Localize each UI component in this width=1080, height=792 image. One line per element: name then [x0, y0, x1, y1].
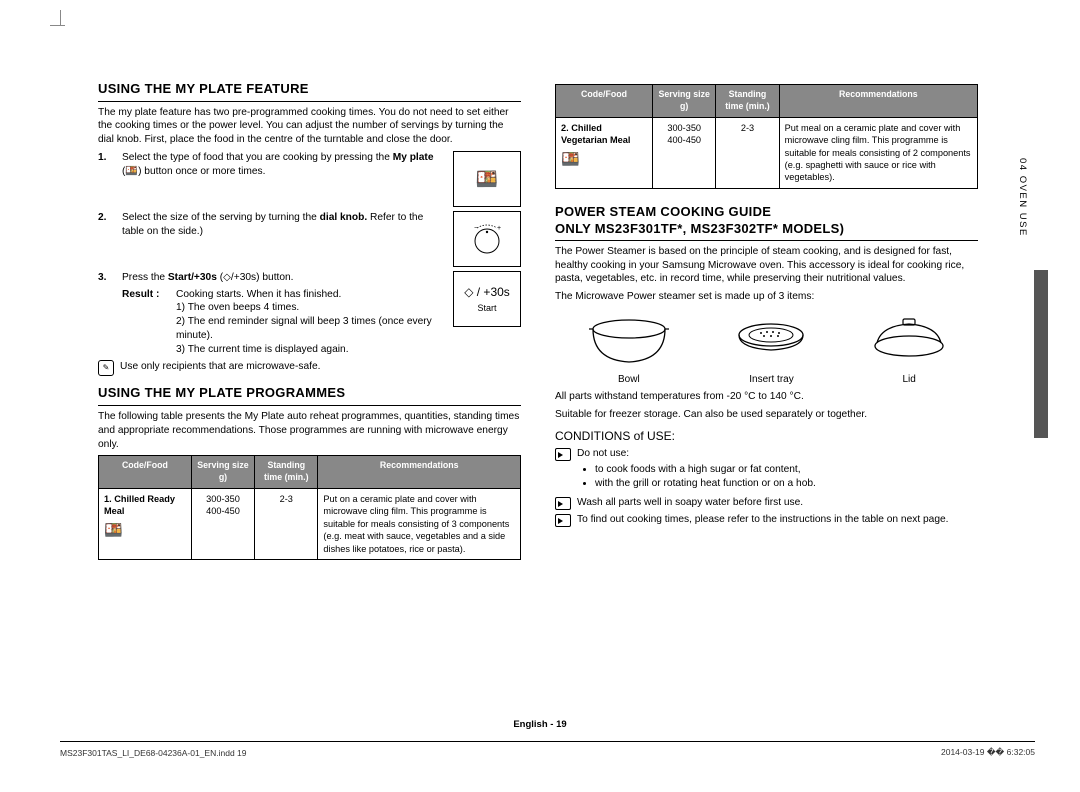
list-item: to cook foods with a high sugar or fat c… — [595, 463, 978, 477]
arrow-icon — [555, 514, 571, 527]
heading-my-plate-feature: USING THE MY PLATE FEATURE — [98, 80, 521, 102]
conditions-heading: CONDITIONS of USE: — [555, 428, 978, 444]
plate-icon-box: 🍱 — [453, 151, 521, 207]
start-30s-label: ◇ / +30s — [464, 284, 510, 300]
th-standing: Standing time (min.) — [716, 85, 779, 118]
dial-icon: −+ — [467, 219, 507, 259]
step-text: Press the Start/+30s (◇/+30s) button. Re… — [122, 271, 443, 357]
tray-label: Insert tray — [731, 373, 811, 387]
thumb-tab — [1034, 270, 1048, 438]
right-column: Code/Food Serving size g) Standing time … — [555, 80, 978, 560]
content: USING THE MY PLATE FEATURE The my plate … — [98, 80, 978, 560]
table-row: 1. Chilled Ready Meal🍱 300-350400-450 2-… — [99, 489, 521, 560]
th-code: Code/Food — [99, 456, 192, 489]
page-number: English - 19 — [0, 719, 1080, 730]
svg-text:−: − — [474, 225, 478, 232]
heading-my-plate-programmes: USING THE MY PLATE PROGRAMMES — [98, 384, 521, 406]
steam-items-intro: The Microwave Power steamer set is made … — [555, 290, 978, 304]
note-text: Use only recipients that are microwave-s… — [120, 360, 320, 376]
start-icon-box: ◇ / +30s Start — [453, 271, 521, 327]
lid-label: Lid — [869, 373, 949, 387]
tray-icon — [731, 312, 811, 368]
programmes-table-1: Code/Food Serving size g) Standing time … — [98, 455, 521, 560]
meal-icon: 🍱 — [104, 521, 186, 541]
start-label: Start — [477, 302, 496, 314]
arrow-icon — [555, 448, 571, 461]
arrow-icon — [555, 497, 571, 510]
intro-text: The my plate feature has two pre-program… — [98, 106, 521, 147]
section-tab: 04 OVEN USE — [1017, 158, 1028, 237]
meal-icon: 🍱 — [561, 150, 647, 170]
crop-mark — [60, 10, 61, 25]
steam-intro: The Power Steamer is based on the princi… — [555, 245, 978, 286]
note-icon: ✎ — [98, 360, 114, 376]
footer-time: 2014-03-19 �� 6:32:05 — [941, 747, 1035, 758]
bowl-label: Bowl — [584, 373, 674, 387]
temp-range: All parts withstand temperatures from -2… — [555, 390, 978, 404]
programmes-table-2: Code/Food Serving size g) Standing time … — [555, 84, 978, 189]
left-column: USING THE MY PLATE FEATURE The my plate … — [98, 80, 521, 560]
bowl-icon — [584, 312, 674, 368]
programmes-intro: The following table presents the My Plat… — [98, 410, 521, 451]
th-rec: Recommendations — [779, 85, 977, 118]
th-standing: Standing time (min.) — [255, 456, 318, 489]
footer-rule — [60, 741, 1035, 742]
th-serving: Serving size g) — [191, 456, 254, 489]
step-number: 1. — [98, 151, 118, 165]
steps-list: 1. Select the type of food that you are … — [98, 151, 521, 357]
th-code: Code/Food — [556, 85, 653, 118]
heading-power-steam: POWER STEAM COOKING GUIDEONLY MS23F301TF… — [555, 203, 978, 238]
note: ✎ Use only recipients that are microwave… — [98, 360, 521, 376]
condition-item: Do not use: to cook foods with a high su… — [555, 447, 978, 493]
th-rec: Recommendations — [318, 456, 521, 489]
step-text: Select the size of the serving by turnin… — [122, 211, 443, 239]
steamer-parts: Bowl Insert tray — [555, 312, 978, 386]
dial-icon-box: −+ — [453, 211, 521, 267]
th-serving: Serving size g) — [653, 85, 716, 118]
footer-file: MS23F301TAS_LI_DE68-04236A-01_EN.indd 19 — [60, 748, 247, 758]
plate-icon: 🍱 — [476, 167, 498, 191]
condition-item: Wash all parts well in soapy water befor… — [555, 496, 978, 510]
list-item: with the grill or rotating heat function… — [595, 477, 978, 491]
svg-text:+: + — [497, 225, 501, 232]
crop-mark — [50, 25, 65, 26]
page: 04 OVEN USE USING THE MY PLATE FEATURE T… — [0, 0, 1080, 792]
table-row: 2. Chilled Vegetarian Meal🍱 300-350400-4… — [556, 117, 978, 188]
step-number: 3. — [98, 271, 118, 285]
condition-item: To find out cooking times, please refer … — [555, 513, 978, 527]
step-text: Select the type of food that you are coo… — [122, 151, 443, 179]
step-number: 2. — [98, 211, 118, 225]
lid-icon — [869, 312, 949, 368]
freezer-note: Suitable for freezer storage. Can also b… — [555, 408, 978, 422]
